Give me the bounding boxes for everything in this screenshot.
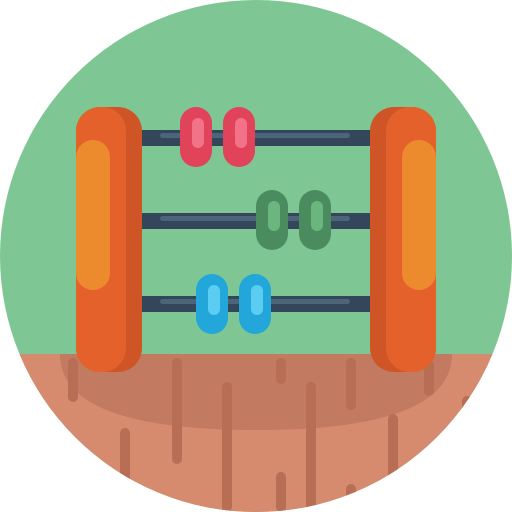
- bead-row-red: [180, 107, 255, 167]
- bead-blue-2: [239, 274, 271, 334]
- bead-green-2: [299, 190, 331, 250]
- bead-row-blue: [196, 274, 271, 334]
- frame-left-post: [76, 107, 142, 372]
- bead-red-2: [223, 107, 255, 167]
- bead-green-1: [256, 190, 288, 250]
- bead-row-green: [256, 190, 331, 250]
- bead-red-1: [180, 107, 212, 167]
- frame-right-post: [370, 107, 436, 372]
- bead-blue-1: [196, 274, 228, 334]
